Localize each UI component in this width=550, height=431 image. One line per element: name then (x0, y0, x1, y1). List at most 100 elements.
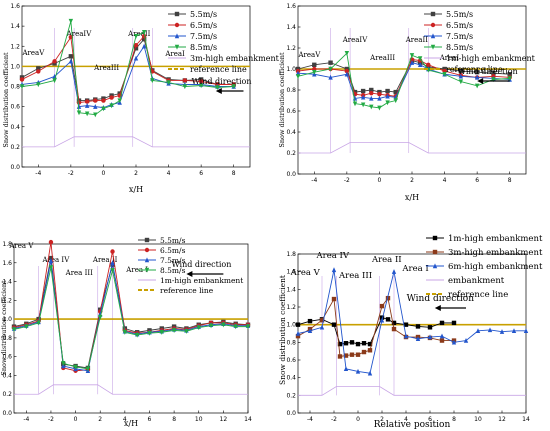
data-point (331, 267, 337, 273)
data-point (367, 370, 373, 376)
series-line-2 (297, 59, 510, 97)
data-point (328, 74, 333, 80)
x-tick-label: 2 (134, 170, 138, 177)
y-tick-label: 0.6 (286, 357, 296, 364)
y-axis-label: Snow distribution coefficient (278, 275, 287, 385)
y-axis-label: Snow distribution coefficient (2, 52, 10, 148)
data-point (328, 66, 333, 72)
legend-label: reference line (446, 65, 503, 74)
y-tick-label: 1.4 (2, 279, 12, 286)
wind-arrow-head (215, 88, 222, 94)
data-point (355, 341, 361, 347)
data-point (215, 85, 220, 91)
y-tick-label: 0.2 (286, 150, 296, 157)
data-point (141, 29, 147, 35)
data-point (93, 98, 98, 103)
data-point (150, 78, 155, 84)
y-tick-label: 0.8 (286, 339, 296, 346)
embankment-line (14, 384, 248, 395)
area-label: Area IV (316, 251, 350, 261)
data-point (159, 330, 164, 335)
legend-label: 5.5m/s (160, 236, 186, 245)
data-point (134, 332, 140, 338)
y-tick-label: 1.2 (286, 304, 296, 311)
y-tick-label: 0.0 (286, 410, 296, 417)
data-point (19, 77, 25, 82)
data-point (68, 18, 74, 24)
data-point (101, 106, 106, 112)
data-point (393, 98, 398, 104)
x-tick-label: 0 (74, 416, 78, 423)
y-tick-label: 0.6 (10, 104, 20, 111)
data-point (93, 104, 98, 109)
data-point (61, 363, 66, 369)
data-point (208, 323, 214, 329)
legend-marker (430, 44, 436, 50)
legend-label: 7.5m/s (160, 256, 186, 265)
data-point (391, 326, 397, 332)
x-tick-label: -2 (344, 177, 350, 184)
data-point (231, 84, 236, 90)
legend-label: 6m-high embankment (448, 262, 543, 272)
y-tick-label: 0.4 (286, 129, 296, 136)
series-line-4 (297, 52, 510, 109)
data-point (147, 330, 152, 336)
x-tick-label: 12 (498, 416, 506, 423)
y-tick-label: 1.0 (10, 63, 20, 70)
x-tick-label: 4 (123, 416, 127, 423)
y-tick-label: 1.8 (2, 241, 12, 248)
y-tick-label: 0.8 (2, 335, 12, 342)
area-label: AreaIII (369, 54, 395, 62)
data-point (198, 79, 204, 84)
x-tick-label: -4 (307, 416, 313, 423)
data-point (331, 296, 337, 302)
data-point (182, 78, 188, 83)
data-point (84, 111, 90, 117)
y-tick-label: 0.4 (2, 372, 12, 379)
legend-marker (432, 235, 438, 241)
wind-direction-label: Wind direction (171, 260, 231, 269)
legend-label: reference line (190, 65, 247, 74)
y-tick-label: 1.6 (286, 3, 296, 10)
data-point (11, 327, 17, 333)
data-point (61, 361, 66, 366)
data-point (233, 324, 238, 330)
y-tick-label: 1.4 (286, 24, 296, 31)
y-tick-label: 1.2 (286, 45, 296, 52)
y-tick-label: 0.4 (286, 375, 296, 382)
data-point (369, 90, 374, 96)
legend-marker (430, 33, 436, 39)
data-point (474, 69, 480, 75)
y-tick-label: 0.0 (2, 410, 12, 417)
data-point (369, 87, 374, 93)
area-label: Area II (371, 255, 402, 265)
legend-label: 7.5m/s (446, 32, 473, 41)
legend-marker (430, 22, 436, 28)
legend-label: 7.5m/s (190, 32, 217, 41)
legend-label: 3m-high embankment (448, 248, 543, 258)
y-tick-label: 0.8 (286, 87, 296, 94)
data-point (379, 303, 385, 309)
plot-frame (297, 5, 527, 175)
data-point (182, 84, 188, 90)
data-point (24, 324, 29, 330)
x-tick-label: 6 (199, 170, 203, 177)
data-point (385, 93, 390, 99)
data-point (491, 71, 496, 76)
data-point (417, 62, 423, 67)
data-point (427, 334, 433, 340)
data-point (73, 364, 78, 370)
legend-marker (144, 267, 150, 273)
data-point (19, 84, 25, 90)
data-point (221, 322, 226, 328)
series-line-1 (297, 60, 510, 93)
legend-label: 6.5m/s (190, 21, 217, 30)
data-point (68, 58, 74, 64)
data-point (110, 249, 115, 254)
wind-direction-label: Wind direction (458, 67, 518, 76)
x-axis-label: x/H (129, 185, 143, 194)
data-point (48, 239, 54, 245)
area-label: AreaI (164, 50, 185, 58)
legend-label: reference line (448, 290, 508, 300)
data-point (48, 265, 54, 271)
